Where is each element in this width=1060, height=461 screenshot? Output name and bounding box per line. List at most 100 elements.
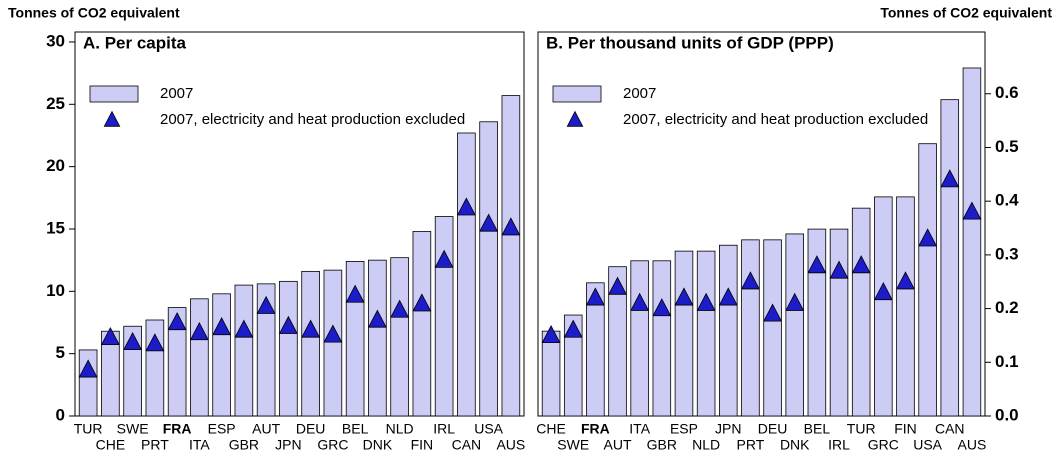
bar: [785, 233, 804, 417]
x-tick-label: GRC: [868, 437, 899, 453]
bar: [212, 293, 231, 417]
triangle-marker: [608, 276, 627, 295]
bar: [807, 228, 827, 417]
bar: [345, 261, 365, 417]
bar: [696, 250, 716, 417]
triangle-marker: [918, 228, 938, 247]
bar: [256, 283, 276, 417]
x-tick-label: ESP: [208, 421, 236, 437]
bar: [962, 67, 982, 417]
x-tick-label: AUS: [958, 437, 987, 453]
triangle-marker: [585, 287, 605, 306]
x-tick-label: FRA: [581, 421, 610, 437]
bar: [630, 260, 649, 417]
triangle-marker: [896, 271, 915, 290]
triangle-marker: [674, 287, 694, 306]
bar: [78, 349, 98, 417]
triangle-marker: [940, 169, 960, 188]
bar: [434, 216, 454, 417]
triangle-marker: [434, 249, 454, 268]
triangle-marker: [718, 287, 738, 306]
triangle-marker: [78, 359, 98, 378]
bar: [390, 257, 409, 417]
x-tick-label: DNK: [780, 437, 810, 453]
bar: [167, 307, 187, 417]
x-tick-label: JPN: [715, 421, 741, 437]
x-tick-label: IRL: [828, 437, 850, 453]
x-tick-label: DEU: [296, 421, 326, 437]
triangle-marker: [873, 282, 893, 301]
y-axis-label: Tonnes of CO2 equivalent: [8, 5, 180, 21]
x-tick-label: PRT: [737, 437, 765, 453]
triangle-marker: [563, 319, 583, 338]
bar: [918, 143, 937, 417]
panel-title: B. Per thousand units of GDP (PPP): [546, 33, 834, 52]
legend-label: 2007, electricity and heat production ex…: [623, 111, 929, 128]
triangle-marker: [412, 293, 432, 312]
x-tick-label: TUR: [74, 421, 103, 437]
triangle-marker: [234, 319, 254, 338]
bar: [563, 314, 583, 417]
legend-label: 2007: [160, 85, 194, 102]
legend-swatch: [103, 110, 121, 127]
triangle-marker: [652, 298, 672, 317]
legend-label: 2007, electricity and heat production ex…: [160, 111, 466, 128]
legend-swatch: [566, 110, 584, 127]
triangle-marker: [456, 197, 476, 216]
x-tick-label: ITA: [629, 421, 650, 437]
bar: [234, 284, 254, 417]
x-tick-label: FRA: [163, 421, 192, 437]
legend-swatch: [89, 85, 139, 103]
x-tick-label: CHE: [536, 421, 566, 437]
triangle-marker: [696, 292, 716, 311]
legend-swatch: [552, 85, 602, 103]
y-tick-label: 0.0: [995, 405, 1019, 424]
x-tick-label: DEU: [758, 421, 788, 437]
x-tick-label: NLD: [692, 437, 720, 453]
triangle-marker: [962, 201, 982, 220]
bar: [940, 99, 960, 417]
triangle-marker: [851, 255, 871, 274]
y-tick-label: 5: [56, 343, 65, 362]
y-tick-label: 30: [46, 31, 65, 50]
triangle-marker: [167, 312, 187, 331]
y-axis-label: Tonnes of CO2 equivalent: [880, 5, 1052, 21]
triangle-marker: [785, 292, 805, 311]
x-tick-label: NLD: [386, 421, 414, 437]
bar: [608, 266, 627, 417]
x-tick-label: AUS: [496, 437, 525, 453]
x-tick-label: USA: [474, 421, 503, 437]
triangle-marker: [323, 324, 343, 343]
bar: [457, 132, 476, 417]
x-tick-label: AUT: [252, 421, 280, 437]
x-tick-label: CAN: [452, 437, 482, 453]
triangle-marker: [256, 295, 276, 314]
panel-title: A. Per capita: [83, 33, 187, 52]
y-tick-label: 0.3: [995, 244, 1019, 263]
triangle-marker: [740, 271, 760, 290]
bar: [323, 269, 343, 417]
y-tick-label: 0.6: [995, 83, 1019, 102]
triangle-marker: [189, 322, 209, 341]
triangle-marker: [541, 324, 561, 344]
triangle-marker: [630, 292, 650, 311]
triangle-marker: [479, 213, 499, 232]
bar: [829, 228, 849, 417]
bar: [501, 95, 521, 417]
y-tick-label: 20: [46, 156, 65, 175]
triangle-marker: [763, 303, 783, 322]
x-tick-label: AUT: [604, 437, 632, 453]
y-tick-label: 10: [46, 281, 65, 300]
y-tick-label: 0.1: [995, 352, 1019, 371]
y-tick-label: 15: [46, 218, 65, 237]
bar: [874, 196, 893, 417]
triangle-marker: [807, 255, 827, 274]
x-tick-label: FIN: [894, 421, 917, 437]
bar: [719, 244, 738, 417]
x-tick-label: TUR: [847, 421, 876, 437]
bar: [412, 231, 432, 417]
x-tick-label: DNK: [363, 437, 393, 453]
triangle-marker: [390, 299, 410, 318]
x-tick-label: BEL: [804, 421, 831, 437]
